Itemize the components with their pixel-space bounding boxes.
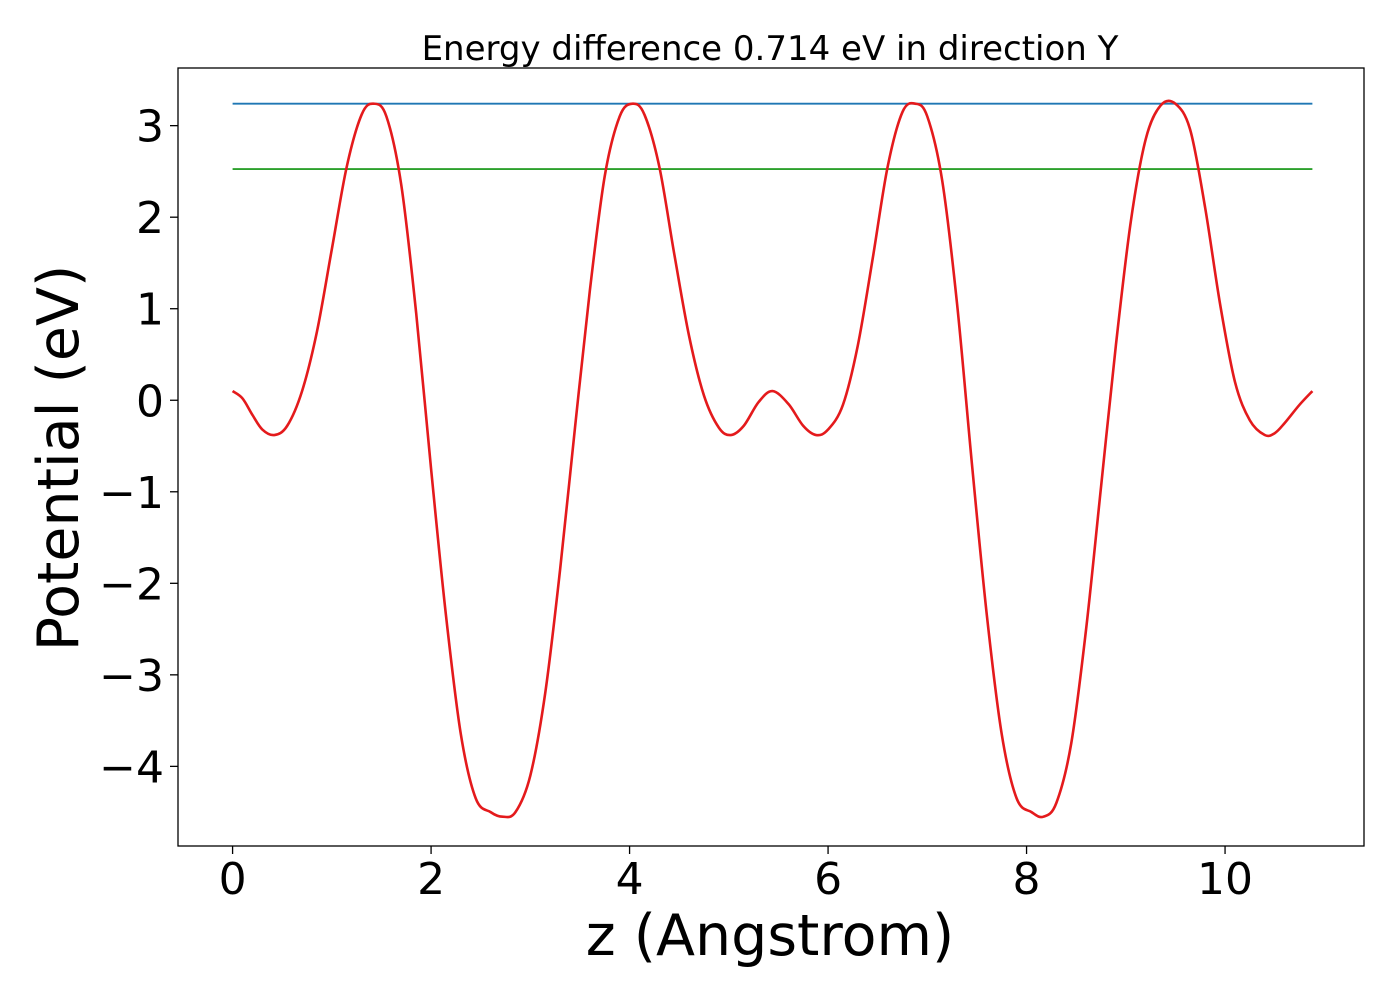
- y-tick-label: −4: [99, 742, 164, 793]
- y-tick-label: 1: [136, 285, 164, 336]
- plot-area: [231, 99, 1314, 819]
- axes-frame: [177, 67, 1365, 847]
- y-tick-label: −2: [99, 559, 164, 610]
- y-tick-label: 3: [136, 102, 164, 153]
- x-axis: 0 2 4 6 8 10: [219, 846, 1253, 905]
- x-tick-label: 6: [814, 854, 842, 905]
- x-axis-label: z (Angstrom): [586, 903, 954, 969]
- y-tick-label: 0: [136, 376, 164, 427]
- y-tick-label: 2: [136, 193, 164, 244]
- y-axis: 3 2 1 0 −1 −2 −3 −4: [99, 102, 178, 793]
- y-tick-label: −1: [99, 468, 164, 519]
- x-tick-label: 10: [1197, 854, 1253, 905]
- y-axis-label: Potential (eV): [26, 265, 92, 651]
- series-line-3: [231, 99, 1314, 819]
- x-tick-label: 2: [417, 854, 445, 905]
- x-tick-label: 8: [1013, 854, 1041, 905]
- x-tick-label: 4: [616, 854, 644, 905]
- chart-title: Energy difference 0.714 eV in direction …: [422, 29, 1119, 69]
- x-tick-label: 0: [219, 854, 247, 905]
- y-tick-label: −3: [99, 651, 164, 702]
